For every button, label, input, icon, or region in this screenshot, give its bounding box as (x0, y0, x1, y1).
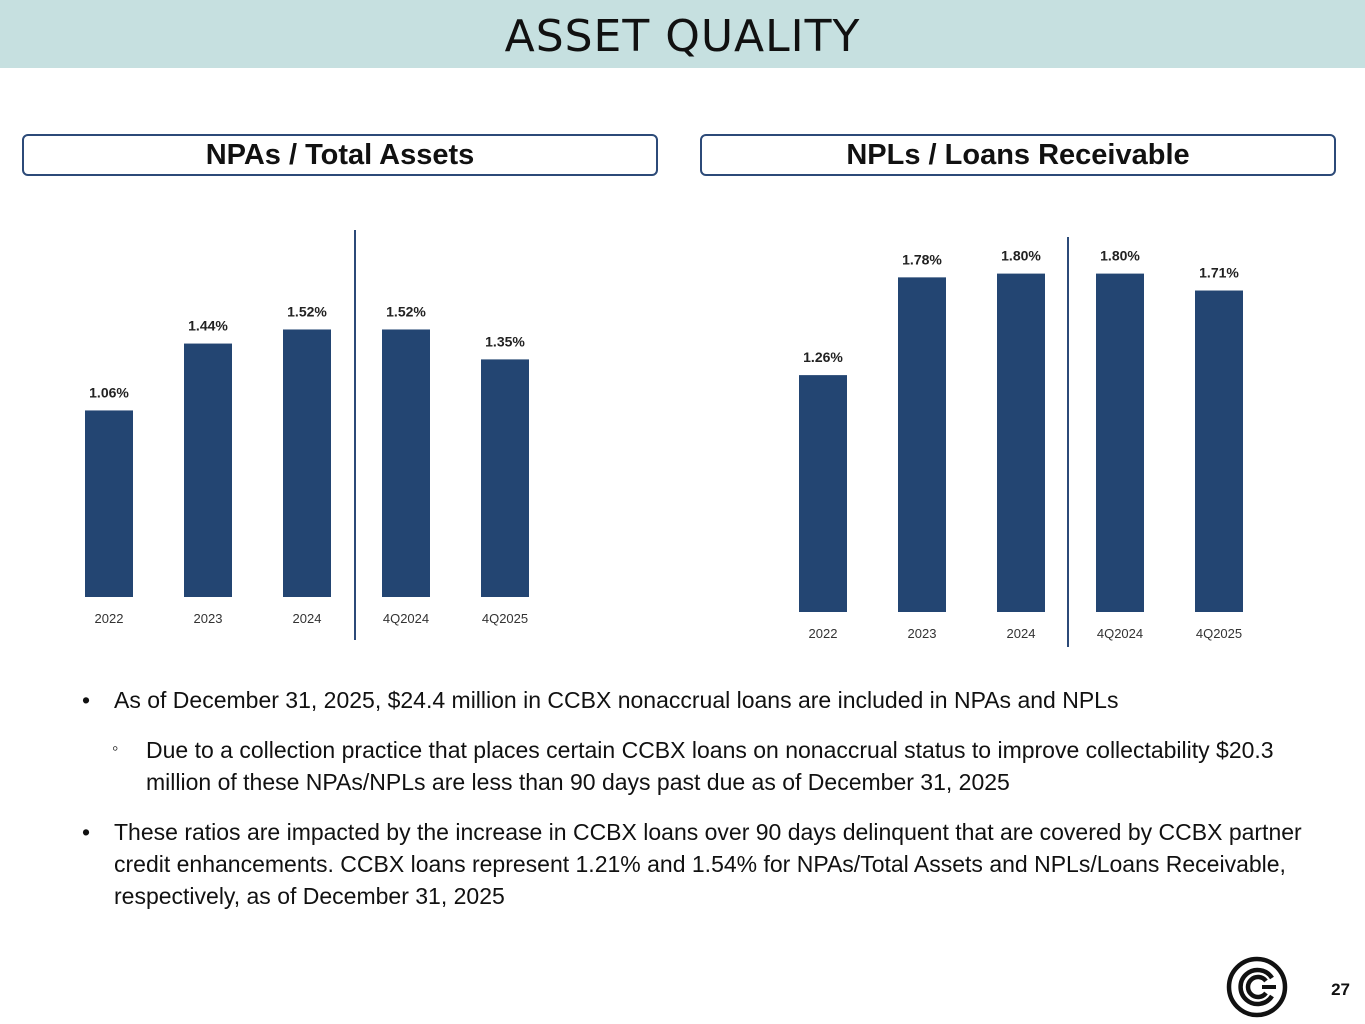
bar-2024 (997, 273, 1045, 612)
bullet-text: These ratios are impacted by the increas… (114, 819, 1302, 909)
bar-4Q2024 (382, 329, 430, 597)
data-label: 1.78% (902, 251, 942, 267)
data-label: 1.80% (1001, 248, 1041, 264)
bar-4Q2024 (1096, 273, 1144, 612)
bar-4Q2025 (481, 359, 529, 597)
bar-2022 (85, 410, 133, 597)
company-logo-icon (1226, 956, 1288, 1018)
bullet-item: • These ratios are impacted by the incre… (82, 816, 1302, 912)
category-label: 2024 (1007, 626, 1036, 641)
bar-2023 (898, 277, 946, 612)
bullet-item: • As of December 31, 2025, $24.4 million… (82, 684, 1302, 716)
category-label: 2023 (194, 611, 223, 626)
bar-2022 (799, 375, 847, 612)
sub-bullet-glyph: ◦ (112, 738, 119, 758)
chart-right-header: NPLs / Loans Receivable (700, 134, 1336, 176)
data-label: 1.71% (1199, 265, 1239, 281)
category-label: 4Q2025 (482, 611, 528, 626)
charts-area: 1.06% 2022 1.44% 2023 1.52% 2024 1.52% 4Q2024 1.… (85, 230, 1243, 647)
category-label: 2022 (95, 611, 124, 626)
notes: • As of December 31, 2025, $24.4 million… (82, 684, 1302, 930)
data-label: 1.52% (386, 303, 426, 319)
data-label: 1.06% (89, 384, 129, 400)
page-title: ASSET QUALITY (504, 10, 861, 62)
bar-2024 (283, 329, 331, 597)
data-label: 1.35% (485, 333, 525, 349)
category-label: 4Q2024 (383, 611, 429, 626)
data-label: 1.80% (1100, 248, 1140, 264)
bar-2023 (184, 343, 232, 597)
category-label: 4Q2024 (1097, 626, 1143, 641)
category-label: 4Q2025 (1196, 626, 1242, 641)
page-number: 27 (1331, 980, 1350, 999)
sub-bullet-text: Due to a collection practice that places… (146, 737, 1274, 795)
sub-bullet-item: ◦ Due to a collection practice that plac… (82, 734, 1302, 798)
bullet-text: As of December 31, 2025, $24.4 million i… (114, 687, 1119, 713)
title-band: ASSET QUALITY (0, 0, 1365, 68)
category-label: 2022 (809, 626, 838, 641)
bullet-glyph: • (82, 819, 91, 845)
chart-left-header: NPAs / Total Assets (22, 134, 658, 176)
category-label: 2023 (908, 626, 937, 641)
bar-4Q2025 (1195, 290, 1243, 612)
data-label: 1.52% (287, 303, 327, 319)
data-label: 1.26% (803, 349, 843, 365)
data-label: 1.44% (188, 318, 228, 334)
category-label: 2024 (293, 611, 322, 626)
bullet-glyph: • (82, 687, 91, 713)
